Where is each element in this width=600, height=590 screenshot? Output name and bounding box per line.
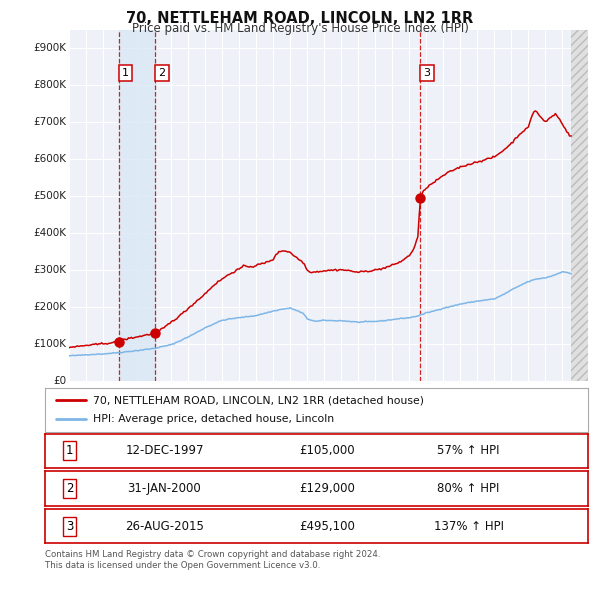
Text: 1997: 1997 xyxy=(98,397,107,421)
Text: £129,000: £129,000 xyxy=(299,482,355,495)
Text: 2008: 2008 xyxy=(286,397,295,421)
Text: 3: 3 xyxy=(424,68,430,78)
Text: 2006: 2006 xyxy=(251,397,260,421)
Text: 2009: 2009 xyxy=(303,397,312,421)
Text: £105,000: £105,000 xyxy=(299,444,355,457)
Text: £100K: £100K xyxy=(34,339,67,349)
Text: 70, NETTLEHAM ROAD, LINCOLN, LN2 1RR: 70, NETTLEHAM ROAD, LINCOLN, LN2 1RR xyxy=(127,11,473,25)
Text: 2019: 2019 xyxy=(473,397,482,421)
Text: 2021: 2021 xyxy=(507,397,516,421)
Text: £900K: £900K xyxy=(34,43,67,53)
Text: 2007: 2007 xyxy=(269,397,278,421)
Text: 26-AUG-2015: 26-AUG-2015 xyxy=(125,520,204,533)
Text: 137% ↑ HPI: 137% ↑ HPI xyxy=(434,520,503,533)
Text: 2003: 2003 xyxy=(200,397,209,421)
Text: 2001: 2001 xyxy=(167,397,176,421)
Text: £500K: £500K xyxy=(34,191,67,201)
Text: £300K: £300K xyxy=(34,265,67,275)
Text: 1: 1 xyxy=(65,444,73,457)
Text: HPI: Average price, detached house, Lincoln: HPI: Average price, detached house, Linc… xyxy=(93,415,334,424)
Text: Contains HM Land Registry data © Crown copyright and database right 2024.: Contains HM Land Registry data © Crown c… xyxy=(45,550,380,559)
Text: 2015: 2015 xyxy=(405,397,414,421)
Text: 2023: 2023 xyxy=(541,397,550,421)
Text: 1996: 1996 xyxy=(82,397,91,421)
Text: 1998: 1998 xyxy=(116,397,125,421)
Text: 2: 2 xyxy=(158,68,166,78)
Text: 2004: 2004 xyxy=(218,397,227,421)
Text: 1: 1 xyxy=(122,68,129,78)
Text: 1995: 1995 xyxy=(65,397,74,421)
Text: £495,100: £495,100 xyxy=(299,520,355,533)
Bar xyxy=(571,30,588,381)
Text: This data is licensed under the Open Government Licence v3.0.: This data is licensed under the Open Gov… xyxy=(45,560,320,569)
Text: Price paid vs. HM Land Registry's House Price Index (HPI): Price paid vs. HM Land Registry's House … xyxy=(131,22,469,35)
Text: £700K: £700K xyxy=(34,117,67,127)
Text: 2005: 2005 xyxy=(235,397,244,421)
Text: £800K: £800K xyxy=(34,80,67,90)
Text: 2: 2 xyxy=(65,482,73,495)
Text: 3: 3 xyxy=(66,520,73,533)
Text: £600K: £600K xyxy=(34,154,67,164)
Text: 2017: 2017 xyxy=(439,397,448,421)
Text: 2012: 2012 xyxy=(354,397,363,421)
Text: 2024: 2024 xyxy=(558,397,567,421)
Text: 2016: 2016 xyxy=(422,397,431,421)
Bar xyxy=(119,30,155,381)
Text: 1999: 1999 xyxy=(133,397,142,421)
Text: 2013: 2013 xyxy=(371,397,380,421)
Text: 2011: 2011 xyxy=(337,397,346,421)
Text: 2022: 2022 xyxy=(524,397,533,421)
Text: £200K: £200K xyxy=(34,301,67,312)
Text: 2018: 2018 xyxy=(456,397,465,421)
Text: 2020: 2020 xyxy=(490,397,499,421)
Text: 31-JAN-2000: 31-JAN-2000 xyxy=(128,482,202,495)
Text: £0: £0 xyxy=(53,376,67,385)
Text: 57% ↑ HPI: 57% ↑ HPI xyxy=(437,444,500,457)
Text: 2010: 2010 xyxy=(320,397,329,421)
Text: 12-DEC-1997: 12-DEC-1997 xyxy=(125,444,204,457)
Text: 2025: 2025 xyxy=(575,397,584,421)
Text: 2002: 2002 xyxy=(184,397,193,421)
Text: 80% ↑ HPI: 80% ↑ HPI xyxy=(437,482,500,495)
Text: £400K: £400K xyxy=(34,228,67,238)
Text: 2014: 2014 xyxy=(388,397,397,421)
Text: 70, NETTLEHAM ROAD, LINCOLN, LN2 1RR (detached house): 70, NETTLEHAM ROAD, LINCOLN, LN2 1RR (de… xyxy=(93,395,424,405)
Text: 2000: 2000 xyxy=(149,397,158,421)
